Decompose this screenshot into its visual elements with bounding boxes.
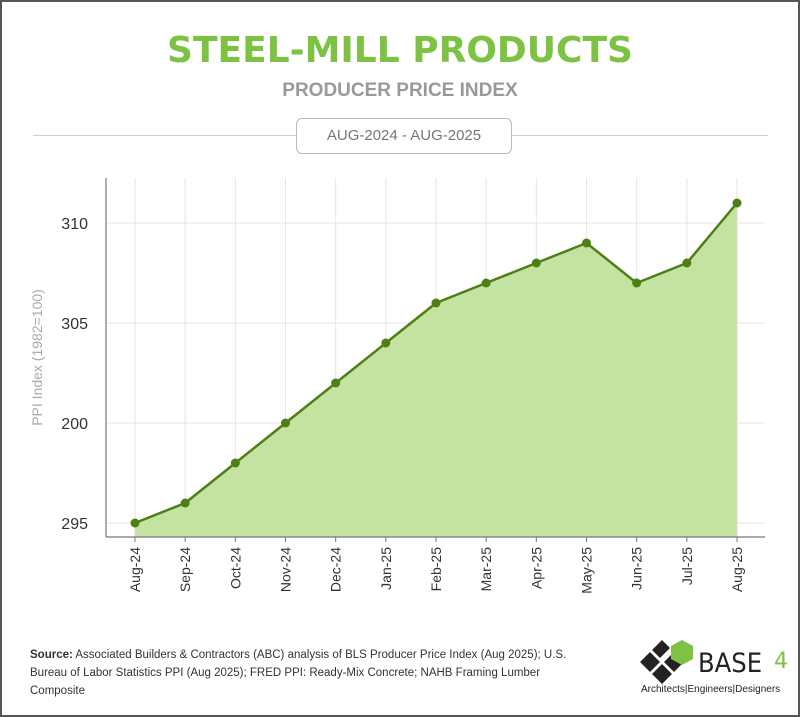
data-point-Feb-25 (431, 298, 441, 308)
data-point-Aug-24 (130, 518, 140, 528)
y-tick-label: 295 (61, 516, 88, 533)
data-point-Jan-25 (381, 338, 391, 348)
x-tick-label: Feb-25 (428, 547, 444, 592)
x-tick-label: May-25 (579, 547, 595, 594)
y-tick-label: 305 (61, 316, 88, 333)
data-point-Sep-24 (180, 498, 190, 508)
source-label: Source: (30, 649, 73, 661)
x-tick-label: Jun-25 (629, 547, 645, 590)
data-point-Oct-24 (230, 458, 240, 468)
data-point-Jul-25 (682, 258, 692, 268)
x-tick-label: Aug-25 (729, 547, 745, 592)
x-tick-label: Jan-25 (378, 547, 394, 590)
chart-title: STEEL-MILL PRODUCTS (167, 30, 633, 71)
logo-tagline: Architects|Engineers|Designers (641, 684, 780, 695)
x-tick-label: Sep-24 (177, 547, 193, 592)
source-text: Associated Builders & Contractors (ABC) … (30, 649, 567, 697)
y-tick-label: 200 (61, 416, 88, 433)
x-tick-label: Aug-24 (127, 547, 143, 592)
base4-logo: BASE 4 Architects|Engineers|Designers (640, 640, 788, 695)
x-tick-label: Mar-25 (478, 547, 494, 592)
logo-number: 4 (774, 649, 788, 674)
area-fill (135, 203, 737, 537)
data-point-Mar-25 (481, 278, 491, 288)
data-point-Jun-25 (632, 278, 642, 288)
source-note: Source: Associated Builders & Contractor… (30, 646, 590, 700)
x-tick-label: Nov-24 (278, 547, 294, 592)
chart: 295 200 305 310 Aug-24 Sep-24 Oct-24 Nov-24 Dec-… (29, 178, 765, 594)
x-tick-label: Dec-24 (328, 547, 344, 592)
x-tick-label: Oct-24 (227, 547, 243, 589)
data-point-Apr-25 (531, 258, 541, 268)
chart-subtitle: PRODUCER PRICE INDEX (282, 80, 518, 101)
logo-mark-icon (640, 640, 693, 684)
data-point-Aug-25 (732, 198, 742, 208)
data-point-May-25 (582, 238, 591, 248)
x-tick-label: Apr-25 (528, 547, 544, 589)
y-tick-label: 310 (61, 216, 88, 233)
data-point-Nov-24 (281, 418, 290, 428)
x-tick-label: Jul-25 (679, 547, 695, 585)
data-point-Dec-24 (331, 378, 341, 388)
logo-text: BASE (698, 648, 762, 679)
y-axis-label: PPI Index (1982=100) (29, 289, 45, 426)
date-range-badge: AUG-2024 - AUG-2025 (296, 118, 512, 154)
